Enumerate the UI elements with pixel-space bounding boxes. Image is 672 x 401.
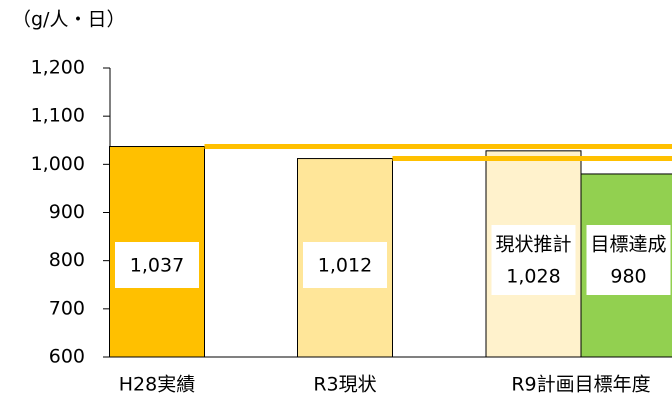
data-label: 1,028: [506, 266, 560, 288]
series-label: 現状推計: [495, 234, 571, 256]
y-tick-label: 800: [49, 249, 85, 271]
series-label: 目標達成: [590, 234, 666, 256]
y-tick-label: 1,000: [31, 153, 85, 175]
x-tick-label: R9計画目標年度: [511, 374, 650, 396]
y-axis-unit: （g/人・日）: [12, 9, 125, 31]
y-tick-label: 900: [49, 201, 85, 223]
x-tick-label: H28実績: [119, 374, 195, 396]
y-tick-label: 700: [49, 297, 85, 319]
y-tick-label: 1,200: [31, 57, 85, 79]
data-label: 980: [610, 266, 646, 288]
label-box: [303, 242, 387, 288]
label-box: [586, 225, 671, 295]
data-label: 1,012: [318, 255, 372, 277]
data-label: 1,037: [130, 255, 184, 277]
y-tick-label: 1,100: [31, 105, 85, 127]
label-box: [115, 242, 199, 288]
label-box: [491, 225, 576, 295]
y-tick-label: 600: [49, 346, 85, 368]
x-tick-label: R3現状: [313, 374, 376, 396]
